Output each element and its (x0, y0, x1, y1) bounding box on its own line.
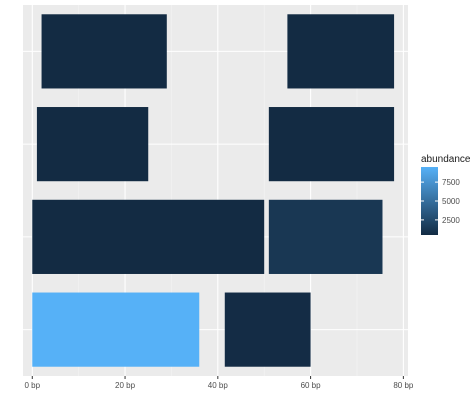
x-tick-label: 0 bp (24, 381, 40, 390)
legend: abundance 2500 5000 7500 (421, 154, 471, 235)
x-tick-label: 40 bp (208, 381, 229, 390)
x-tick-label: 80 bp (393, 381, 414, 390)
tile (287, 14, 395, 89)
x-axis: 0 bp 20 bp 40 bp 60 bp 80 bp (24, 376, 414, 390)
legend-colorbar (421, 167, 438, 235)
x-tick-label: 60 bp (301, 381, 322, 390)
tile (32, 199, 265, 274)
legend-ticks: 2500 5000 7500 (421, 178, 460, 225)
tile (36, 107, 149, 182)
tile (268, 199, 383, 274)
legend-title: abundance (421, 154, 471, 165)
tile (268, 107, 395, 182)
legend-tick-label: 7500 (442, 178, 460, 187)
tile (41, 14, 167, 89)
tiles (32, 14, 395, 367)
x-tick-label: 20 bp (115, 381, 136, 390)
tile (32, 292, 200, 367)
legend-tick-label: 5000 (442, 197, 460, 206)
tile (224, 292, 311, 367)
legend-tick-label: 2500 (442, 216, 460, 225)
